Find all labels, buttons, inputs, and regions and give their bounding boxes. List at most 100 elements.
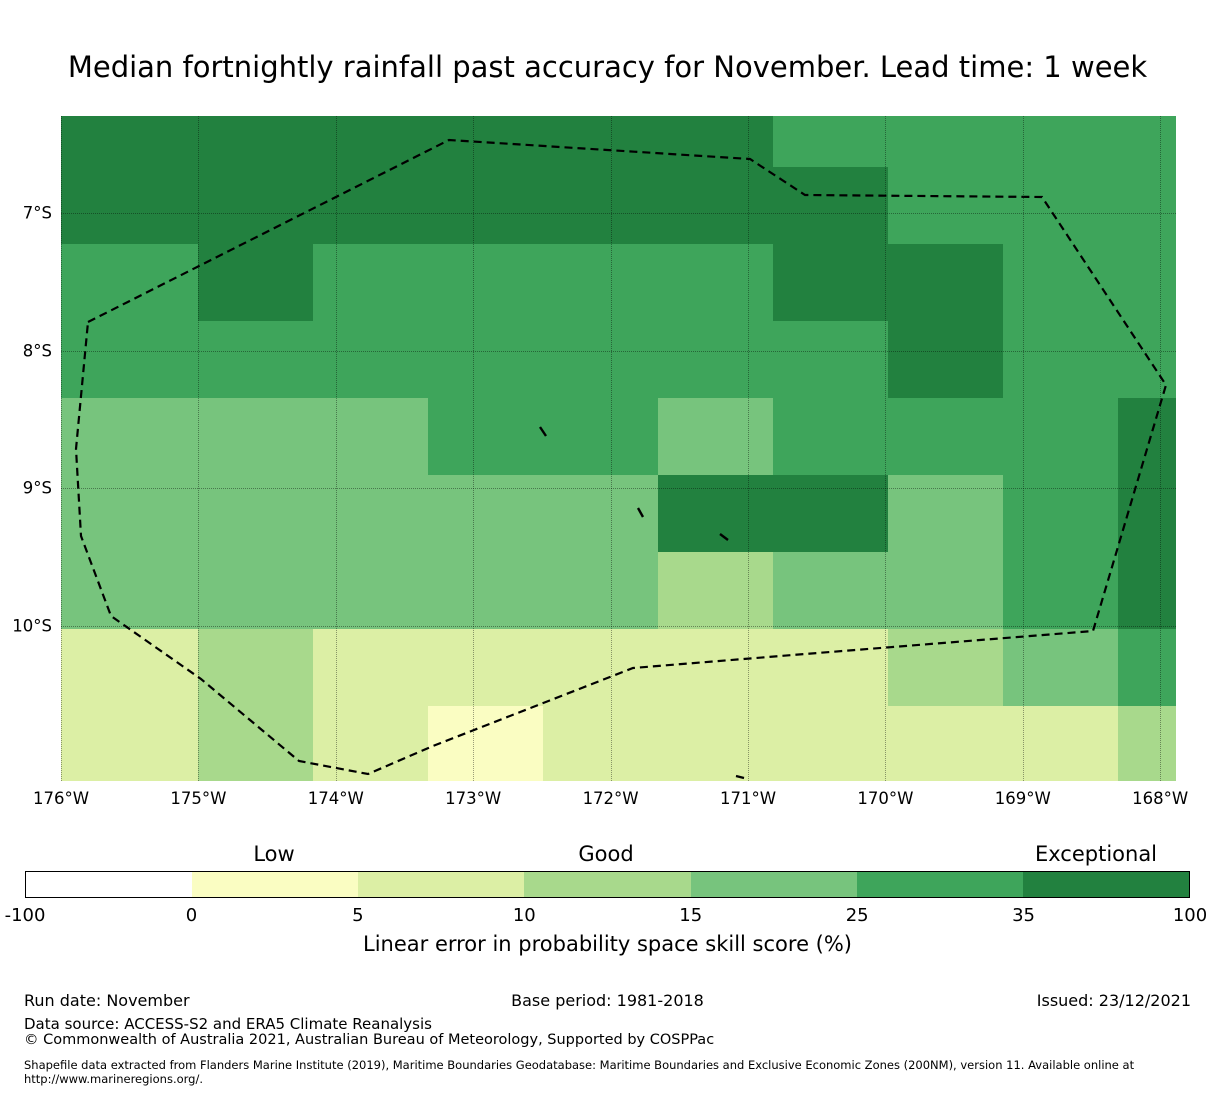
x-axis-tick-label: 176°W (32, 789, 90, 808)
run-date-text: Run date: November (24, 991, 190, 1010)
heatmap-cell (1118, 244, 1176, 321)
heatmap-cell (1118, 321, 1176, 398)
heatmap-cell (888, 167, 1003, 244)
heatmap-cell (773, 629, 888, 706)
map-overlay (74, 138, 1168, 780)
heatmap-cell (1003, 629, 1118, 706)
heatmap-cell (658, 629, 773, 706)
heatmap-cell (888, 321, 1003, 398)
heatmap-cell (198, 167, 313, 244)
colorbar-category-label: Exceptional (1034, 842, 1158, 866)
colorbar (25, 871, 1190, 898)
heatmap-cell (1118, 629, 1176, 706)
colorbar-tick-label: 10 (512, 905, 536, 926)
colorbar-segment (192, 872, 359, 897)
heatmap-cell (313, 321, 428, 398)
graticule-meridian-line (885, 116, 887, 781)
colorbar-tick-label: 15 (679, 905, 703, 926)
heatmap-cell (428, 116, 543, 167)
heatmap-cell (773, 244, 888, 321)
shapefile-attribution-line2: http://www.marineregions.org/. (24, 1072, 203, 1086)
heatmap-cell (888, 398, 1003, 475)
graticule-meridian-line (1022, 116, 1024, 781)
heatmap-cell (543, 398, 658, 475)
colorbar-tick-label: 25 (845, 905, 869, 926)
heatmap-cell (773, 706, 888, 781)
colorbar-category-label: Good (578, 842, 634, 866)
x-axis-tick-label: 175°W (170, 789, 227, 808)
heatmap-cell (1118, 116, 1176, 167)
heatmap-cell (198, 706, 313, 781)
x-axis-tick-label: 170°W (857, 789, 914, 808)
heatmap-cell (543, 706, 658, 781)
colorbar-tick-label: 100 (1172, 905, 1208, 926)
heatmap-cell (888, 475, 1003, 552)
heatmap-cell (428, 475, 543, 552)
heatmap-cell (313, 398, 428, 475)
heatmap-cell (658, 116, 773, 167)
heatmap-cell (658, 475, 773, 552)
heatmap-cell (61, 244, 198, 321)
heatmap-cell (543, 116, 658, 167)
colorbar-segment (1022, 872, 1189, 897)
heatmap-cell (61, 321, 198, 398)
heatmap-cell (1118, 552, 1176, 629)
island-mark (735, 774, 745, 780)
heatmap-cell (428, 552, 543, 629)
heatmap-cell (1003, 552, 1118, 629)
heatmap-cell (313, 475, 428, 552)
heatmap-cell (1003, 475, 1118, 552)
colorbar-tick-label: 0 (185, 905, 198, 926)
heatmap-cell (61, 629, 198, 706)
heatmap-cell (658, 244, 773, 321)
y-axis-tick-label: 8°S (22, 341, 52, 361)
y-axis-tick-label: 7°S (22, 203, 52, 223)
heatmap-cell (773, 167, 888, 244)
heatmap-cell (313, 706, 428, 781)
heatmap-cell (1003, 321, 1118, 398)
colorbar-tick-label: -100 (4, 905, 46, 926)
heatmap-cell (1003, 116, 1118, 167)
graticule-parallel-line (61, 488, 1176, 489)
heatmap-cell (888, 706, 1003, 781)
heatmap-cell (543, 167, 658, 244)
heatmap-cell (428, 244, 543, 321)
x-axis-tick-label: 169°W (994, 789, 1051, 808)
y-axis-tick-label: 10°S (12, 616, 52, 636)
graticule-meridian-line (61, 116, 62, 781)
eez-boundary-path (74, 138, 1168, 776)
base-period-text: Base period: 1981-2018 (511, 991, 704, 1010)
x-axis-tick-label: 173°W (445, 789, 502, 808)
colorbar-tick-label: 5 (352, 905, 364, 926)
issued-date-text: Issued: 23/12/2021 (1036, 991, 1191, 1010)
heatmap-cell (428, 321, 543, 398)
heatmap-cell (198, 116, 313, 167)
heatmap-cell (428, 629, 543, 706)
graticule-parallel-line (61, 351, 1176, 352)
heatmap-cell (1003, 167, 1118, 244)
island-mark (539, 426, 547, 437)
heatmap-cell (198, 475, 313, 552)
copyright-text: © Commonwealth of Australia 2021, Austra… (24, 1032, 715, 1048)
heatmap-cell (428, 167, 543, 244)
colorbar-segment (26, 872, 193, 897)
heatmap-cell (888, 116, 1003, 167)
x-axis-tick-label: 171°W (719, 789, 777, 808)
heatmap-cell (658, 321, 773, 398)
colorbar-segment (358, 872, 525, 897)
heatmap-cell (543, 321, 658, 398)
graticule-meridian-line (748, 116, 749, 781)
heatmap-cell (543, 475, 658, 552)
heatmap-cell (313, 244, 428, 321)
heatmap-cell (773, 321, 888, 398)
heatmap-cell (198, 629, 313, 706)
graticule-meridian-line (198, 116, 200, 781)
heatmap-cell (773, 475, 888, 552)
heatmap-cell (428, 706, 543, 781)
graticule-parallel-line (61, 626, 1176, 627)
x-axis-tick-label: 172°W (582, 789, 639, 808)
heatmap-cell (61, 398, 198, 475)
heatmap-cell (543, 629, 658, 706)
heatmap-cell (773, 552, 888, 629)
heatmap-cell (61, 116, 198, 167)
